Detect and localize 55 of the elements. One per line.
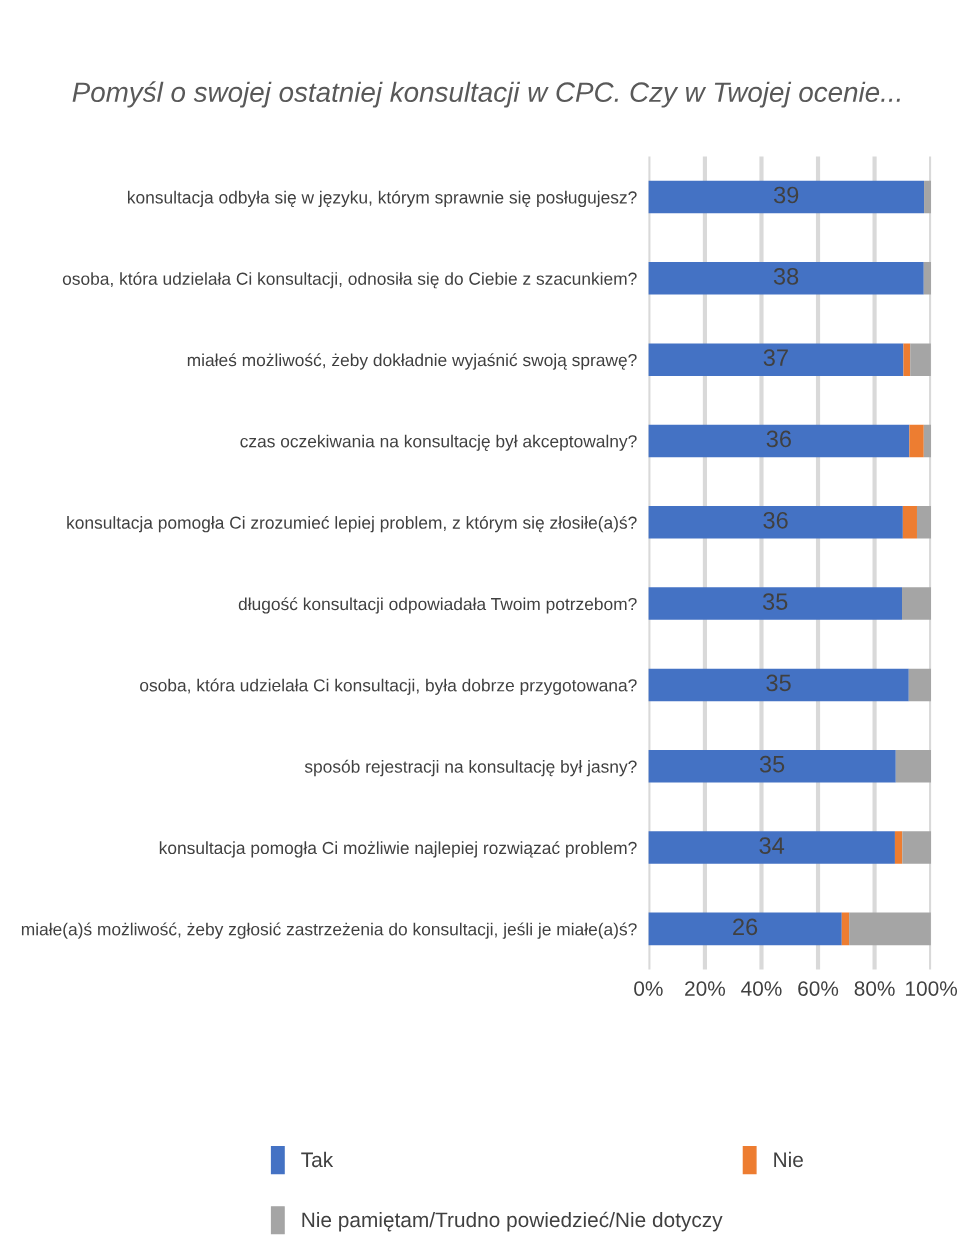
bar xyxy=(924,180,932,214)
bar xyxy=(923,262,932,295)
bar xyxy=(648,587,902,620)
bar xyxy=(648,343,904,376)
bar xyxy=(648,424,910,458)
bar xyxy=(908,668,932,702)
bar xyxy=(648,180,925,214)
bar xyxy=(916,506,932,539)
x-tick-label: 0% xyxy=(634,981,663,996)
x-tick-label: 100% xyxy=(906,981,958,996)
x-tick-label: 80% xyxy=(854,981,895,996)
bar xyxy=(902,831,932,864)
bar xyxy=(903,343,911,376)
y-tick-label: konsultacja pomogła Ci zrozumieć lepiej problem, z którym się złosiłe(a)ś? xyxy=(67,515,637,533)
annotation: 36 xyxy=(763,511,788,529)
y-tick-label: konsultacja pomogła Ci możliwie najlepiej rozwiązać problem? xyxy=(159,841,637,858)
bar xyxy=(648,831,895,864)
y-tick-label: sposób rejestracji na konsultację był jasny? xyxy=(304,759,637,777)
x-tick-label: 60% xyxy=(798,981,839,996)
chart-title: Pomyśl o swojej ostatniej konsultacji w CPC. Czy w Twojej ocenie... xyxy=(72,81,900,108)
annotation: 34 xyxy=(759,837,785,854)
legend-label: Tak xyxy=(301,1151,334,1168)
bar xyxy=(648,506,903,539)
y-tick-label: miałeś możliwość, żeby dokładnie wyjaśnić swoją sprawę? xyxy=(187,353,637,370)
annotation: 38 xyxy=(773,267,799,285)
x-tick-label: 20% xyxy=(685,981,726,996)
annotation: 35 xyxy=(766,674,791,692)
bar xyxy=(841,912,850,946)
bar xyxy=(648,668,909,702)
annotation: 26 xyxy=(733,918,758,936)
annotation: 35 xyxy=(759,755,785,773)
y-tick-label: konsultacja odbyła się w języku, którym sprawnie się posługujesz? xyxy=(127,190,637,208)
bar xyxy=(648,262,924,295)
bar xyxy=(902,506,917,539)
annotation: 35 xyxy=(762,593,788,610)
bar xyxy=(923,424,932,458)
legend-label: Nie pamiętam/Trudno powiedzieć/Nie dotyczy xyxy=(302,1211,723,1232)
bar xyxy=(910,343,931,376)
annotation: 39 xyxy=(773,186,799,204)
annotation: 36 xyxy=(766,430,791,448)
y-tick-label: miałe(a)ś możliwość, żeby zgłosić zastrzeżenia do konsultacji, jeśli je miałe(a)ś? xyxy=(21,922,637,939)
bar xyxy=(902,587,932,620)
y-tick-label: osoba, która udzielała Ci konsultacji, była dobrze przygotowana? xyxy=(140,678,637,695)
x-tick-label: 40% xyxy=(741,981,782,996)
bar xyxy=(909,424,924,458)
bar xyxy=(849,912,931,946)
bar xyxy=(894,831,903,864)
bar xyxy=(648,912,842,946)
y-tick-label: długość konsultacji odpowiadała Twoim potrzebom? xyxy=(238,597,637,614)
legend-label: Nie xyxy=(774,1151,803,1168)
bar xyxy=(648,749,896,783)
y-tick-label: osoba, która udzielała Ci konsultacji, odnosiła się do Ciebie z szacunkiem? xyxy=(62,271,637,289)
y-tick-label: czas oczekiwania na konsultację był akceptowalny? xyxy=(240,434,637,451)
bar xyxy=(895,749,932,783)
annotation: 37 xyxy=(763,349,788,366)
